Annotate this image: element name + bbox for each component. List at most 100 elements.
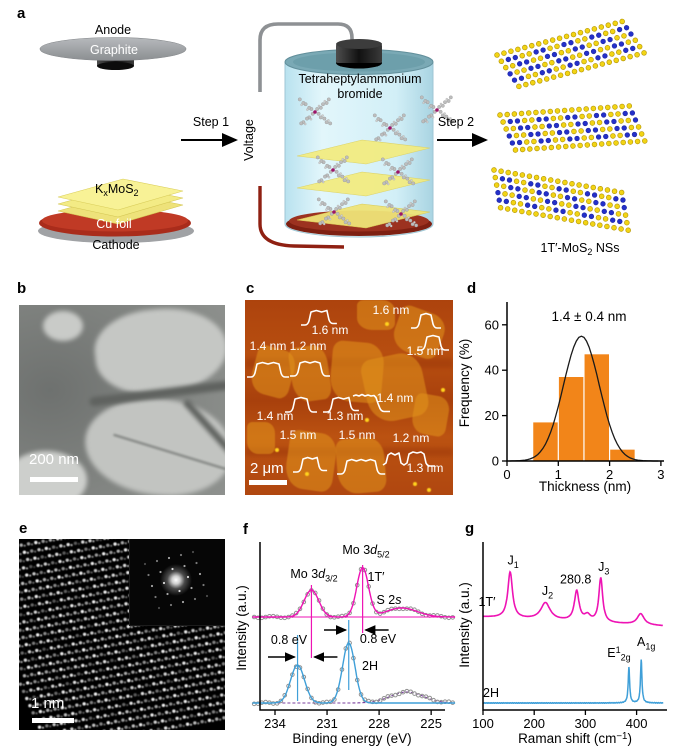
height-profile-trace: [293, 456, 328, 473]
thickness-label: 1.4 nm: [377, 391, 414, 405]
y-tick-label: 20: [485, 408, 499, 423]
raman-peak-label: J2: [542, 584, 553, 600]
height-profile-trace: [382, 451, 435, 467]
raman-2h-curve: [482, 659, 664, 705]
mo-3d52-label: Mo 3d5/2: [342, 543, 389, 559]
x-axis-label: Raman shift (cm−1): [518, 731, 632, 746]
x-tick-label: 228: [368, 716, 390, 731]
panel-f-xps-chart: 0.8 eV 0.8 eV Mo 3d3/2 Mo 3d5/2 S 2s 1T′ 2H 234…: [234, 542, 456, 746]
product-text: 1T′-MoS2 NSs: [541, 241, 620, 257]
afm-speck: [441, 388, 445, 392]
gaussian-fit-curve: [509, 335, 659, 462]
thickness-label: 1.4 nm: [250, 339, 287, 353]
axes: [259, 542, 445, 711]
s-2s-label: S 2s: [376, 593, 401, 607]
thickness-label: 1.5 nm: [407, 344, 444, 358]
thickness-label: 1.6 nm: [373, 303, 410, 317]
x-tick-label: 100: [472, 716, 494, 731]
x-tick-label: 3: [657, 467, 664, 482]
panel-b-tem-image: 200 nm: [19, 305, 225, 495]
panel-d-label: d: [467, 280, 477, 297]
electrochemical-cell: Tetraheptylammonium bromide: [284, 39, 455, 238]
electrolyte-text-1: Tetraheptylammonium: [299, 72, 422, 86]
xps-1t-markers: [251, 566, 455, 621]
step1-text: Step 1: [193, 115, 229, 129]
tha-molecule: [315, 155, 351, 184]
tha-molecule: [316, 197, 352, 226]
raman-1t-curve: [483, 570, 663, 627]
y-axis-label: Frequency (%): [457, 339, 472, 428]
afm-speck: [413, 482, 417, 486]
tha-molecule: [372, 113, 408, 142]
shift-label-right: 0.8 eV: [360, 632, 397, 646]
anode-wire: [258, 22, 354, 92]
x-axis-label: Thickness (nm): [539, 479, 631, 494]
cathode-wire: [258, 186, 345, 249]
raman-peak-label: A1g: [637, 635, 655, 651]
afm-speck: [275, 448, 279, 452]
height-profile-trace: [417, 334, 449, 351]
y-axis-label: Intensity (a.u.): [234, 585, 249, 671]
x-tick-label: 225: [420, 716, 442, 731]
panel-a-schematic: Anode Graphite KxMoS2 Cu foil Cathode St…: [38, 18, 648, 257]
anode-disk: [39, 37, 187, 61]
scalebar-text-c: 2 μm: [250, 460, 284, 477]
y-tick-label: 0: [492, 454, 499, 469]
panel-a-label: a: [17, 5, 26, 22]
kmos2-crystal: [57, 178, 184, 225]
mo-3d32-label: Mo 3d3/2: [290, 567, 337, 583]
x-tick-label: 2: [606, 467, 613, 482]
xps-1t-curve: [252, 566, 456, 618]
panel-f-label: f: [243, 521, 248, 538]
scalebar-text-e: 1 nm: [31, 695, 65, 712]
x-tick-label: 300: [575, 716, 597, 731]
xps-2h-curve: [252, 642, 456, 704]
graphite-text: Graphite: [90, 43, 138, 57]
thickness-label: 1.5 nm: [280, 428, 317, 442]
raman-peak-label: J3: [598, 560, 609, 576]
series-2h-label: 2H: [483, 686, 499, 700]
raman-peak-label: 280.8: [560, 573, 591, 587]
thickness-label: 1.6 nm: [312, 323, 349, 337]
scalebar-text-b: 200 nm: [29, 451, 80, 468]
x-tick-label: 234: [264, 716, 286, 731]
afm-speck: [427, 488, 431, 492]
raman-peak-label: E12g: [607, 645, 630, 663]
product-nanosheet-3: [491, 167, 631, 233]
fft-center-spot: [160, 564, 192, 596]
x-tick-label: 0: [503, 467, 510, 482]
afm-speck: [365, 418, 369, 422]
height-profile-trace: [352, 393, 390, 413]
kmos2-text: KxMoS2: [95, 182, 139, 198]
anode-text: Anode: [95, 23, 131, 37]
height-profile-trace: [301, 309, 337, 326]
panel-b-label: b: [17, 280, 27, 297]
afm-speck: [385, 322, 389, 326]
x-tick-label: 400: [626, 716, 648, 731]
voltage-text: Voltage: [242, 119, 256, 161]
x-axis-label: Binding energy (eV): [292, 731, 411, 746]
thickness-label: 1.5 nm: [339, 428, 376, 442]
height-profile-trace: [247, 361, 289, 378]
cathode-assembly: KxMoS2 Cu foil Cathode: [38, 178, 194, 252]
thickness-label: 1.3 nm: [407, 461, 444, 475]
panel-c-afm-image: 1.6 nm 1.6 nm 1.5 nm 1.4 nm 1.2 nm 1.4 nm 1.3 …: [245, 300, 453, 495]
tha-molecule: [383, 199, 419, 228]
panel-g-label: g: [465, 520, 475, 537]
cathode-text: Cathode: [92, 238, 139, 252]
tha-molecule: [380, 157, 416, 186]
afm-flake: [247, 422, 275, 454]
panel-c-label: c: [246, 280, 255, 297]
scalebar-c: [249, 480, 287, 485]
series-2h-label: 2H: [362, 659, 378, 673]
x-tick-label: 1: [555, 467, 562, 482]
y-tick-label: 60: [485, 317, 499, 332]
tha-molecule: [297, 97, 333, 126]
electrolyte-text-2: bromide: [337, 87, 382, 101]
panel-d-histogram: 0 1 2 3 0 20 40 60 1.4 ± 0.4 nm Thickness (nm) Fre…: [457, 302, 665, 494]
step2-text: Step 2: [438, 115, 474, 129]
product-nanosheet-1: [494, 18, 647, 90]
shift-label-left: 0.8 eV: [271, 633, 308, 647]
cell-cap: [336, 44, 382, 63]
